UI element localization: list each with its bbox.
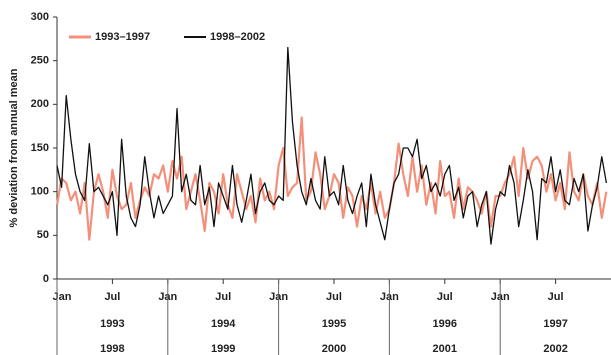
x-tick-label: Jul	[437, 291, 453, 303]
year-label: 2000	[322, 343, 346, 355]
year-label: 1995	[322, 318, 346, 330]
y-axis-label: % deviation from annual mean	[8, 68, 20, 227]
x-tick-label: Jul	[326, 291, 342, 303]
series-line	[55, 116, 608, 241]
x-tick-label: Jan	[53, 291, 72, 303]
y-tick-label: 0	[43, 273, 49, 285]
y-tick-label: 100	[31, 186, 49, 198]
year-label: 2001	[433, 343, 457, 355]
year-label: 1997	[543, 318, 567, 330]
year-label: 1998	[100, 343, 124, 355]
series-line	[56, 46, 608, 245]
year-label: 1999	[211, 343, 235, 355]
y-tick-label: 250	[31, 55, 49, 67]
year-label: 1996	[433, 318, 457, 330]
legend-label: 1993–1997	[95, 31, 150, 43]
year-label: 2002	[543, 343, 567, 355]
y-tick-label: 200	[31, 98, 49, 110]
year-label: 1994	[211, 318, 236, 330]
y-tick-label: 50	[37, 229, 49, 241]
y-tick-label: 300	[31, 11, 49, 23]
year-label: 1993	[100, 318, 124, 330]
x-tick-label: Jul	[104, 291, 120, 303]
y-tick-label: 150	[31, 142, 49, 154]
x-tick-label: Jul	[215, 291, 231, 303]
x-tick-label: Jul	[548, 291, 564, 303]
legend-label: 1998–2002	[210, 31, 265, 43]
